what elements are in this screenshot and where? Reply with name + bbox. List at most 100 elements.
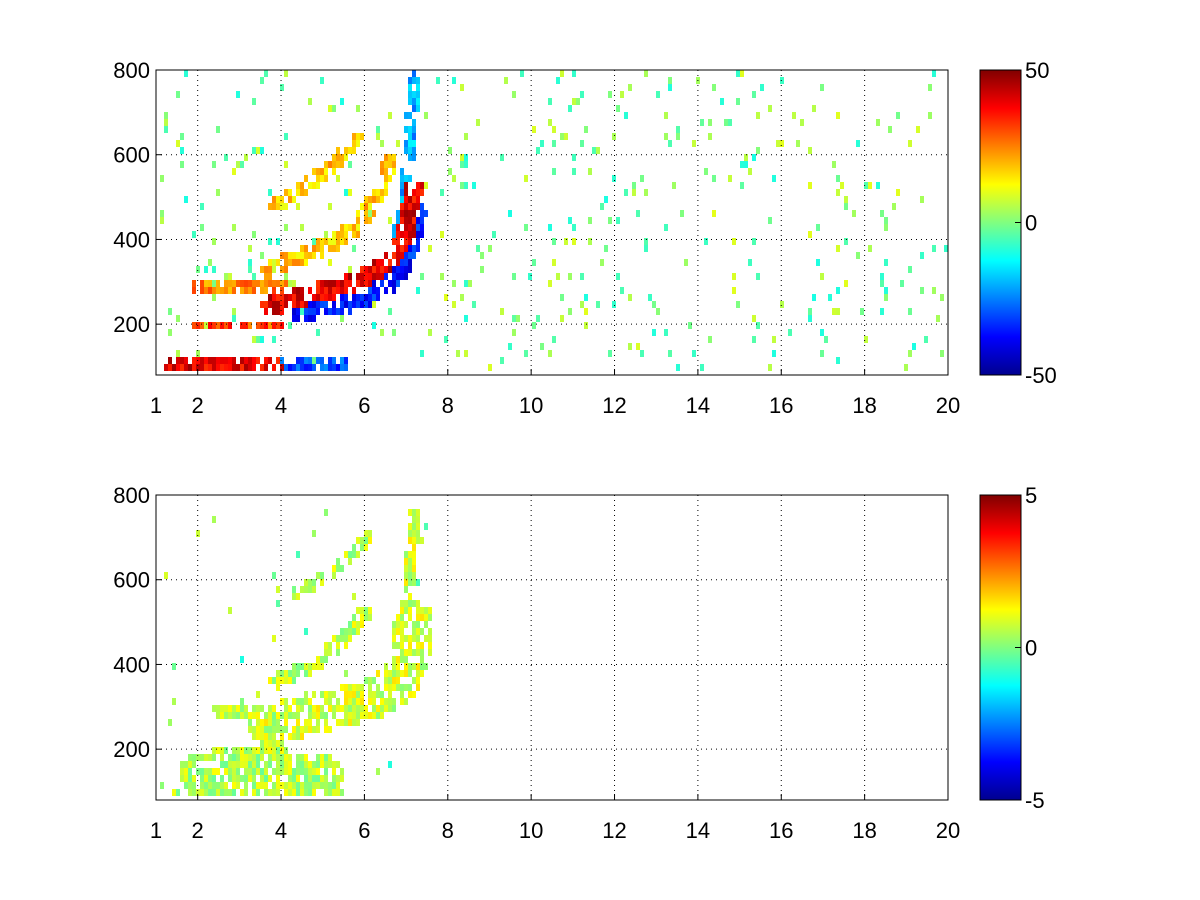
heatmap-cell-top [420, 350, 424, 357]
heatmap-cell-top [644, 189, 648, 196]
heatmap-cell-bottom [352, 614, 356, 621]
heatmap-cell-top [472, 182, 476, 189]
heatmap-cell-bottom [284, 670, 288, 677]
heatmap-cell-bottom [304, 586, 308, 593]
heatmap-cell-bottom [240, 761, 244, 768]
heatmap-cell-top [376, 266, 380, 273]
heatmap-cell-top [284, 203, 288, 210]
heatmap-cell-top [360, 280, 364, 287]
heatmap-cell-bottom [408, 642, 412, 649]
heatmap-cell-top [344, 357, 348, 364]
heatmap-cell-top [820, 350, 824, 357]
heatmap-cell-top [664, 133, 668, 140]
heatmap-cell-top [316, 182, 320, 189]
heatmap-cell-bottom [408, 684, 412, 691]
heatmap-cell-top [272, 196, 276, 203]
heatmap-cell-top [368, 210, 372, 217]
heatmap-cell-bottom [332, 789, 336, 796]
heatmap-cell-bottom [328, 642, 332, 649]
heatmap-cell-bottom [300, 761, 304, 768]
heatmap-cell-bottom [276, 747, 280, 754]
heatmap-cell-bottom [284, 768, 288, 775]
heatmap-cell-bottom [224, 712, 228, 719]
heatmap-cell-top [296, 182, 300, 189]
heatmap-cell-bottom [404, 656, 408, 663]
heatmap-cell-bottom [424, 523, 428, 530]
heatmap-cell-top [372, 210, 376, 217]
heatmap-cell-bottom [244, 712, 248, 719]
heatmap-cell-top [760, 84, 764, 91]
heatmap-cell-top [884, 224, 888, 231]
heatmap-cell-bottom [372, 698, 376, 705]
heatmap-cell-top [292, 315, 296, 322]
heatmap-cell-bottom [336, 761, 340, 768]
heatmap-cell-bottom [416, 663, 420, 670]
heatmap-cell-top [384, 287, 388, 294]
x-ticks-bottom: 1 2 4 6 8 10 12 14 16 18 20 [150, 794, 960, 843]
heatmap-cell-top [240, 364, 244, 371]
heatmap-cell-bottom [392, 642, 396, 649]
heatmap-cell-top [220, 357, 224, 364]
heatmap-cell-top [324, 175, 328, 182]
heatmap-cell-top [844, 280, 848, 287]
heatmap-cell-top [404, 147, 408, 154]
heatmap-cell-top [352, 133, 356, 140]
heatmap-cell-top [392, 287, 396, 294]
heatmap-cell-top [740, 161, 744, 168]
heatmap-cell-bottom [304, 663, 308, 670]
heatmap-cell-bottom [236, 761, 240, 768]
heatmap-cell-bottom [312, 663, 316, 670]
heatmap-cell-top [344, 238, 348, 245]
heatmap-cell-top [552, 126, 556, 133]
heatmap-cell-bottom [268, 789, 272, 796]
heatmap-cell-bottom [212, 782, 216, 789]
heatmap-cell-top [356, 224, 360, 231]
heatmap-cell-top [352, 231, 356, 238]
heatmap-cell-bottom [400, 642, 404, 649]
heatmap-cell-top [364, 217, 368, 224]
heatmap-cell-bottom [424, 607, 428, 614]
heatmap-cell-top [380, 140, 384, 147]
heatmap-cell-bottom [308, 712, 312, 719]
heatmap-cell-top [328, 294, 332, 301]
heatmap-cell-top [212, 322, 216, 329]
heatmap-cell-bottom [304, 768, 308, 775]
heatmap-cell-top [344, 294, 348, 301]
heatmap-cell-top [936, 315, 940, 322]
heatmap-cell-top [332, 238, 336, 245]
heatmap-cell-top [608, 217, 612, 224]
heatmap-cell-top [636, 210, 640, 217]
heatmap-cell-top [380, 168, 384, 175]
heatmap-cell-bottom [304, 698, 308, 705]
heatmap-cell-top [708, 336, 712, 343]
heatmap-cell-top [416, 196, 420, 203]
heatmap-cell-top [332, 280, 336, 287]
heatmap-cell-bottom [220, 712, 224, 719]
heatmap-cell-bottom [396, 684, 400, 691]
heatmap-cell-top [228, 287, 232, 294]
heatmap-cell-top [932, 287, 936, 294]
heatmap-cell-top [656, 308, 660, 315]
heatmap-cell-top [348, 301, 352, 308]
heatmap-cell-bottom [312, 579, 316, 586]
heatmap-cell-top [748, 168, 752, 175]
heatmap-cell-top [752, 238, 756, 245]
heatmap-cell-bottom [312, 586, 316, 593]
heatmap-cell-top [332, 287, 336, 294]
heatmap-cell-top [176, 91, 180, 98]
heatmap-cell-bottom [352, 698, 356, 705]
heatmap-cell-top [212, 161, 216, 168]
heatmap-cell-top [328, 308, 332, 315]
heatmap-cell-top [272, 308, 276, 315]
heatmap-cell-top [412, 126, 416, 133]
heatmap-cell-top [244, 280, 248, 287]
x-tick-label-top: 4 [275, 393, 287, 418]
heatmap-cell-bottom [236, 782, 240, 789]
heatmap-cell-top [832, 161, 836, 168]
heatmap-cell-bottom [240, 747, 244, 754]
heatmap-cell-bottom [256, 712, 260, 719]
heatmap-cell-bottom [212, 705, 216, 712]
heatmap-cell-bottom [412, 600, 416, 607]
heatmap-cell-top [416, 105, 420, 112]
